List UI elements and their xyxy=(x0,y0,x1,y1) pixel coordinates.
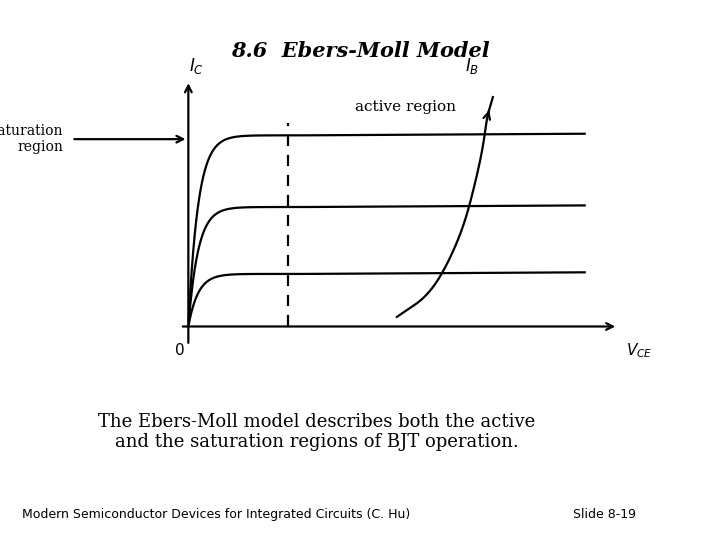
Text: active region: active region xyxy=(355,100,456,113)
Text: saturation
region: saturation region xyxy=(0,124,63,154)
Text: Modern Semiconductor Devices for Integrated Circuits (C. Hu): Modern Semiconductor Devices for Integra… xyxy=(22,508,410,521)
Text: Slide 8-19: Slide 8-19 xyxy=(573,508,636,521)
Text: $V_{CE}$: $V_{CE}$ xyxy=(626,341,653,360)
Text: $I_C$: $I_C$ xyxy=(189,56,204,76)
Text: 0: 0 xyxy=(175,343,185,358)
Text: $I_B$: $I_B$ xyxy=(465,56,479,76)
Text: 8.6  Ebers-Moll Model: 8.6 Ebers-Moll Model xyxy=(230,41,490,62)
Text: The Ebers-Moll model describes both the active
and the saturation regions of BJT: The Ebers-Moll model describes both the … xyxy=(98,413,536,451)
